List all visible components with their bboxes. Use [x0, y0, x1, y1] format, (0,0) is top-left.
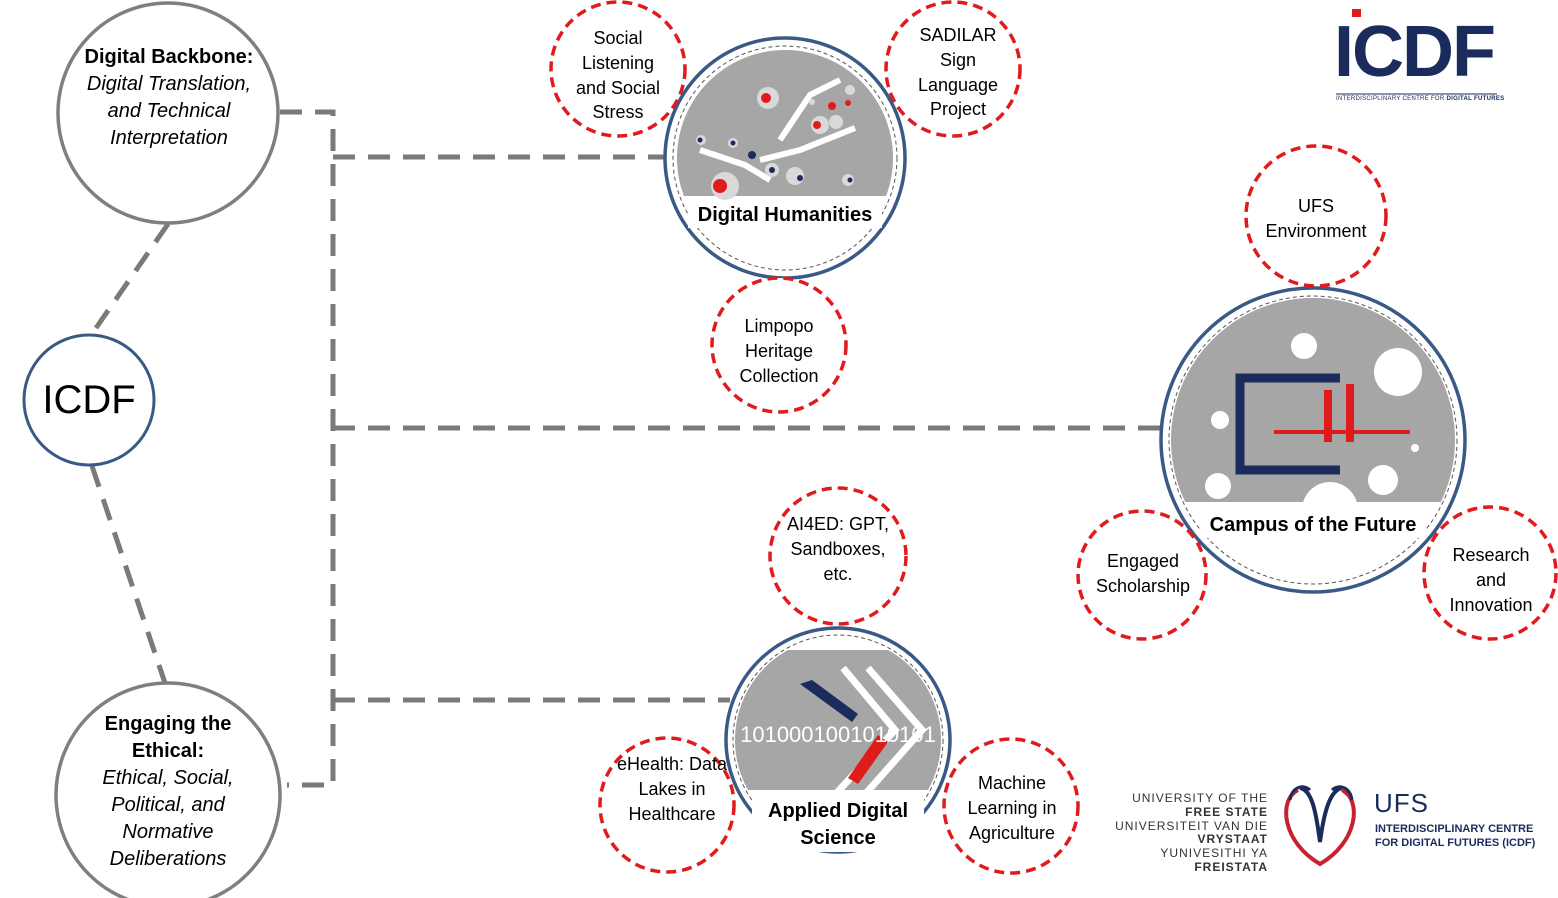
- ufs-sub-1: INTERDISCIPLINARY CENTRE: [1375, 823, 1534, 835]
- project-circle-research: [1422, 505, 1558, 641]
- ufs-line-3: UNIVERSITEIT VAN DIE: [1115, 818, 1268, 833]
- pillar-backbone: Digital Backbone: Digital Translation, a…: [72, 44, 266, 152]
- project-circle-ml-agri: [942, 737, 1080, 875]
- ufs-logo-word: UFS: [1374, 788, 1429, 818]
- icdf-logo-red-mark: [1352, 9, 1361, 17]
- project-sadilar: SADILAR Sign Language Project: [917, 25, 999, 120]
- pillar-backbone-title: Digital Backbone:: [84, 46, 254, 68]
- hub-campus-future-title: Campus of the Future: [1200, 512, 1426, 538]
- pillar-ethical-subtitle: Ethical, Social, Political, and Normativ…: [102, 767, 234, 870]
- hub-applied-science: 1010001001010101: [724, 626, 952, 854]
- icdf-logo-word: ICDF: [1334, 12, 1496, 92]
- icdf-logo-subtitle: INTERDISCIPLINARY CENTRE FOR DIGITAL FUT…: [1336, 96, 1504, 102]
- ufs-line-6: FREISTATA: [1194, 859, 1268, 874]
- pillar-backbone-circle: [56, 1, 280, 225]
- pillar-ethical-title: Engaging the Ethical:: [104, 713, 232, 762]
- icdf-center-circle: [22, 333, 156, 467]
- project-research: Research and Innovation: [1449, 545, 1533, 615]
- project-engaged: Engaged Scholarship: [1095, 551, 1191, 596]
- hub-digital-humanities: [663, 36, 907, 280]
- project-circle-ufs-env: [1244, 144, 1388, 288]
- project-circle-engaged: [1076, 509, 1208, 641]
- project-circle-limpopo: [710, 276, 848, 414]
- icdf-center-label: ICDF: [42, 378, 136, 422]
- hub-applied-science-title: Applied Digital Science: [752, 798, 924, 852]
- connector-lines: [89, 109, 1162, 788]
- hub-campus-future: [1159, 286, 1467, 594]
- pillar-ethical-circle: [54, 681, 282, 898]
- project-ehealth: eHealth: Data Lakes in Healthcare: [616, 754, 728, 824]
- ufs-logo-lines: UNIVERSITY OF THE FREE STATE UNIVERSITEI…: [1068, 791, 1268, 875]
- connector-spine: [280, 109, 336, 788]
- ufs-line-4: VRYSTAAT: [1197, 832, 1268, 847]
- project-circles: [549, 0, 1558, 875]
- icdf-logo-subtitle-bold: DIGITAL FUTURES: [1446, 96, 1505, 102]
- project-limpopo: Limpopo Heritage Collection: [739, 316, 819, 386]
- ufs-line-1: UNIVERSITY OF THE: [1132, 791, 1268, 805]
- ufs-line-2: FREE STATE: [1185, 804, 1268, 819]
- pillar-ethical: Engaging the Ethical: Ethical, Social, P…: [78, 711, 258, 873]
- ufs-sub-2: FOR DIGITAL FUTURES (ICDF): [1375, 837, 1536, 850]
- project-ai4ed: AI4ED: GPT, Sandboxes, etc.: [786, 514, 890, 584]
- pillar-backbone-subtitle: Digital Translation, and Technical Inter…: [86, 73, 252, 149]
- project-circle-sadilar: [884, 0, 1022, 138]
- ufs-logo-emblem: [1284, 785, 1356, 867]
- project-circle-ehealth: [598, 736, 736, 874]
- project-ufs-env: UFS Environment: [1265, 196, 1367, 241]
- connector-icdf-ethical: [89, 465, 169, 687]
- project-circle-ai4ed: [768, 486, 908, 626]
- icdf-logo-subtitle-plain: INTERDISCIPLINARY CENTRE FOR: [1336, 96, 1447, 102]
- connector-icdf-backbone: [93, 222, 171, 330]
- project-ml-agri: Machine Learning in Agriculture: [967, 773, 1057, 843]
- ufs-line-5: YUNIVESITHI YA: [1160, 846, 1268, 861]
- project-social-listening: Social Listening and Social Stress: [575, 28, 661, 123]
- project-circle-social-listening: [549, 0, 687, 138]
- binary-text: 1010001001010101: [740, 722, 936, 747]
- ufs-logo-subtitle: INTERDISCIPLINARY CENTRE FOR DIGITAL FUT…: [1375, 822, 1535, 851]
- hub-digital-humanities-title: Digital Humanities: [688, 202, 882, 228]
